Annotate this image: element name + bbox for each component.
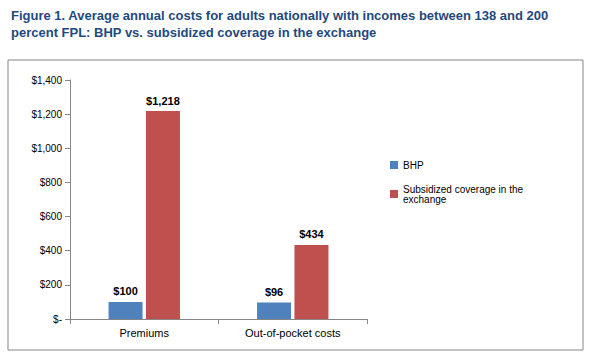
svg-text:percent FPL: BHP vs. subsidize: percent FPL: BHP vs. subsidized coverage… <box>11 25 376 40</box>
svg-text:$96: $96 <box>265 286 283 298</box>
svg-text:$100: $100 <box>113 285 137 297</box>
svg-text:$1,000: $1,000 <box>31 143 62 154</box>
svg-text:Out-of-pocket costs: Out-of-pocket costs <box>245 327 341 339</box>
svg-text:Subsidized coverage in the: Subsidized coverage in the <box>403 183 526 195</box>
svg-text:Figure 1. Average annual costs: Figure 1. Average annual costs for adult… <box>11 8 552 23</box>
svg-text:$400: $400 <box>40 245 63 256</box>
svg-text:$200: $200 <box>40 279 63 290</box>
svg-text:$800: $800 <box>40 177 63 188</box>
svg-text:$434: $434 <box>299 228 324 240</box>
svg-text:$-: $- <box>53 314 62 325</box>
svg-text:BHP: BHP <box>403 160 424 171</box>
svg-text:$1,218: $1,218 <box>146 95 180 107</box>
svg-text:$1,200: $1,200 <box>31 109 62 120</box>
svg-text:exchange: exchange <box>403 194 447 205</box>
svg-text:Premiums: Premiums <box>119 327 169 339</box>
svg-text:$600: $600 <box>40 211 63 222</box>
svg-text:$1,400: $1,400 <box>31 75 62 86</box>
